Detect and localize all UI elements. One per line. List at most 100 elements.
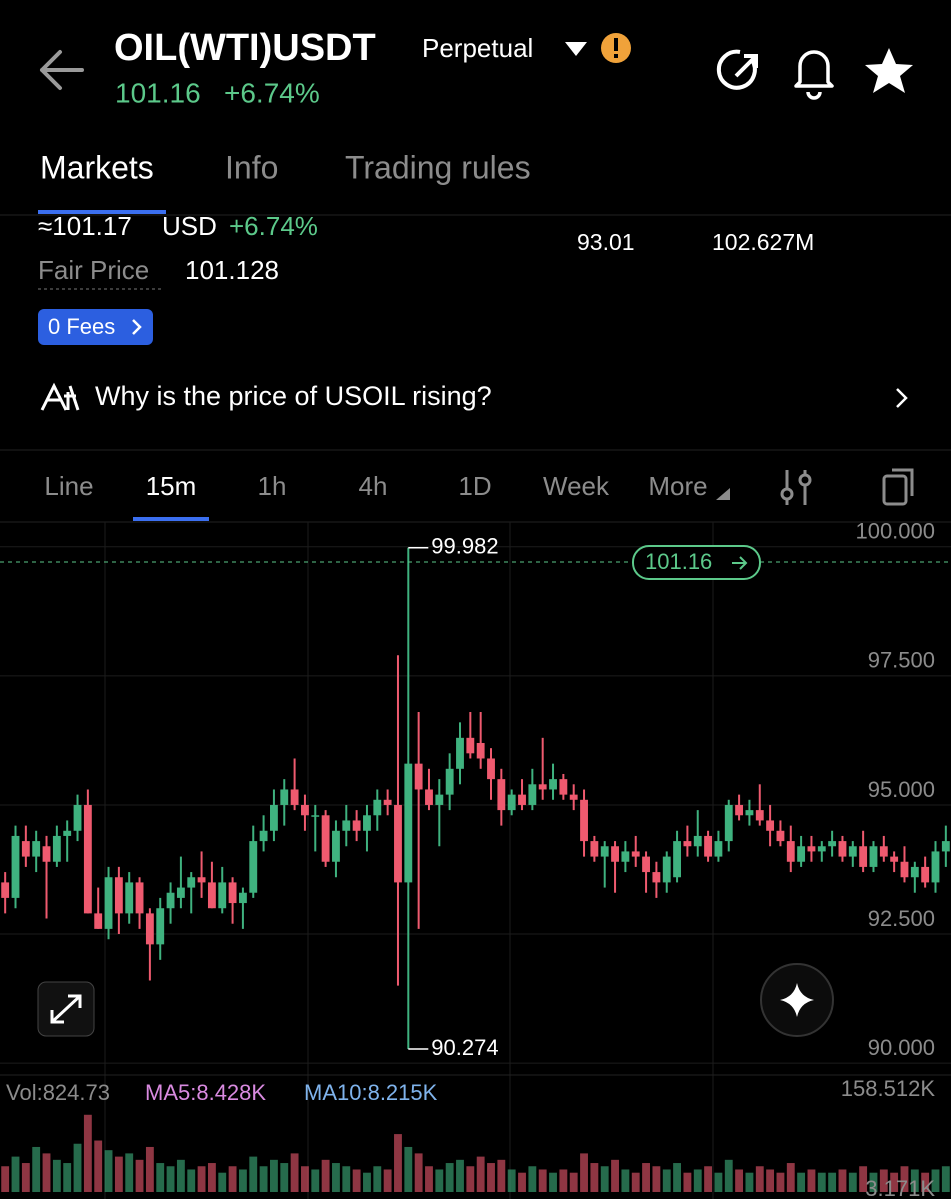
contract-type[interactable]: Perpetual (422, 33, 533, 63)
volume-bar (559, 1169, 568, 1192)
candle-body (838, 841, 847, 857)
interval[interactable]: 1h (258, 471, 287, 501)
volume-bar (941, 1166, 950, 1192)
volume-tick-label: 158.512K (841, 1076, 936, 1101)
ma10-label: MA10:8.215K (304, 1080, 438, 1105)
candle-body (848, 846, 857, 857)
volume-bar (352, 1169, 361, 1192)
extreme-label: 90.274 (431, 1035, 498, 1060)
candle-body (673, 841, 681, 878)
candle-body (156, 908, 165, 945)
alert-icon[interactable] (794, 50, 834, 100)
volume-bar (683, 1172, 692, 1192)
vertical-grid (104, 522, 714, 1199)
volume-bar (332, 1163, 340, 1192)
volume-bar (404, 1146, 413, 1192)
volume-bar (156, 1163, 165, 1192)
y-tick-label: 95.000 (868, 777, 935, 802)
volume-bar (931, 1169, 940, 1192)
dropdown-icon[interactable] (565, 42, 587, 56)
volume-bar (766, 1169, 775, 1192)
volume-label: Vol:824.73 (6, 1080, 110, 1105)
volume-bar (828, 1172, 837, 1192)
volume-bar (125, 1153, 134, 1192)
candle-body (342, 820, 351, 831)
volume-bar (569, 1172, 578, 1192)
favorite-icon[interactable] (865, 48, 913, 93)
candle-body (301, 804, 309, 816)
warning-glyph (614, 54, 618, 58)
volume-bar (528, 1166, 537, 1192)
candle-body (921, 866, 930, 883)
stat-value: 93.01 (577, 229, 635, 255)
indicator-icon-knob (798, 473, 812, 487)
volume-bar (869, 1172, 878, 1192)
volume-bar (414, 1153, 423, 1192)
volume-bar (507, 1169, 516, 1192)
interval[interactable]: Line (44, 471, 93, 501)
volume-bar (600, 1166, 609, 1192)
candle-body (735, 804, 744, 816)
fair-price-label[interactable]: Fair Price (38, 255, 149, 285)
volume-bar (745, 1172, 754, 1192)
volume-bar (549, 1172, 557, 1192)
currency: USD (162, 211, 217, 241)
fees-label: 0 Fees (48, 314, 115, 339)
volume-bar (145, 1146, 154, 1192)
candle-body (290, 789, 299, 805)
chevron (132, 319, 142, 335)
tab-markets[interactable]: Markets (40, 149, 154, 185)
candle-body (507, 794, 516, 811)
volume-bar (890, 1172, 899, 1192)
chevron[interactable] (896, 388, 908, 408)
candle-body (373, 799, 382, 816)
interval-active[interactable]: 15m (146, 471, 197, 501)
candle-body (228, 882, 237, 904)
volume-tick-label: 3.171K (865, 1176, 935, 1199)
interval[interactable]: More (648, 471, 707, 501)
volume-bar (487, 1163, 495, 1192)
tab-info[interactable]: Info (225, 149, 278, 185)
stat-value: 102.627M (712, 229, 814, 255)
volume-bar (848, 1172, 857, 1192)
candle-body (487, 758, 495, 780)
back-button[interactable] (40, 50, 84, 90)
volume-bar (166, 1166, 175, 1192)
news-headline[interactable]: Why is the price of USOIL rising? (95, 381, 492, 411)
candle-body (683, 841, 692, 847)
volume-bar (342, 1166, 351, 1192)
price-change: +6.74% (224, 77, 320, 108)
candle-body (766, 820, 775, 831)
volume-bar (456, 1159, 464, 1192)
candle-body (652, 872, 661, 883)
tab-trading-rules[interactable]: Trading rules (345, 149, 531, 185)
volume-bar (693, 1169, 702, 1192)
volume-bar (321, 1159, 330, 1192)
candle-body (755, 810, 764, 821)
candle-body (590, 841, 599, 857)
interval[interactable]: 4h (359, 471, 388, 501)
last-price-tag[interactable] (632, 545, 761, 580)
candle-body (466, 737, 475, 754)
candle-body (518, 794, 526, 805)
candle-body (207, 882, 216, 909)
candle-body (642, 856, 650, 873)
volume-bar (104, 1150, 113, 1192)
volume-bar (135, 1159, 144, 1192)
candle-body (528, 784, 537, 805)
index-change: +6.74% (229, 211, 318, 241)
volume-bar (280, 1163, 289, 1192)
volume-bar (52, 1159, 61, 1192)
candle-body (714, 841, 723, 857)
layout-icon[interactable] (882, 474, 908, 506)
share-icon[interactable] (716, 49, 757, 90)
volume-bar (859, 1166, 868, 1192)
volume-bar (704, 1166, 713, 1192)
volume-bar (394, 1134, 402, 1192)
interval[interactable]: 1D (458, 471, 491, 501)
volume-bar (518, 1172, 526, 1192)
extreme-label: 99.982 (431, 534, 498, 559)
interval[interactable]: Week (543, 471, 610, 501)
fees-button[interactable] (38, 309, 153, 345)
candle-body (259, 830, 268, 842)
